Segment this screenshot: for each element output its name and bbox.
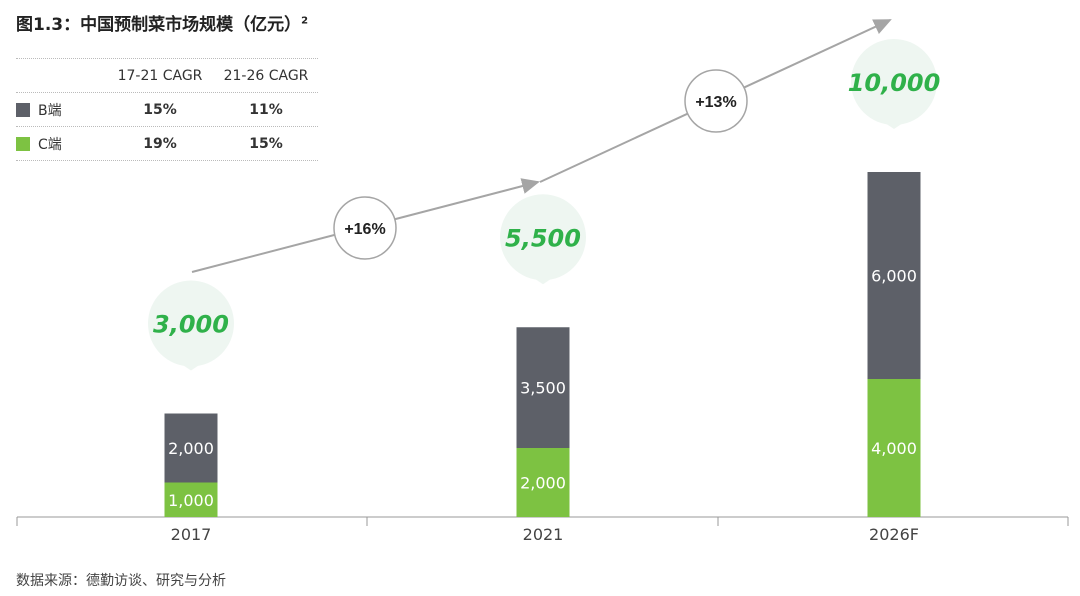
c-cagr-17-21: 19% <box>143 135 177 152</box>
growth-circle <box>684 69 748 133</box>
chart-title: 图1.3：中国预制菜市场规模（亿元）2 <box>16 15 309 35</box>
bar-b-segment <box>516 327 570 448</box>
x-tick-label: 2017 <box>171 525 212 544</box>
bar-c-segment <box>516 448 570 517</box>
legend-header-row: 17-21 CAGR 21-26 CAGR <box>16 58 318 93</box>
x-tick-label: 2026F <box>869 525 919 544</box>
bar-value-label: 2,000 <box>168 439 214 458</box>
total-value-label: 3,000 <box>153 311 229 339</box>
legend-row-b: B端 15% 11% <box>16 93 318 127</box>
bar-c-segment <box>164 482 218 517</box>
total-bubble <box>500 194 586 281</box>
header-17-21: 17-21 CAGR <box>117 67 203 84</box>
total-bubble <box>851 39 937 125</box>
c-swatch <box>16 136 30 151</box>
bar-b-segment <box>164 413 218 483</box>
bar-value-label: 6,000 <box>871 267 917 286</box>
bar-value-label: 3,500 <box>520 379 566 398</box>
growth-circle <box>333 196 397 260</box>
bar-value-label: 2,000 <box>520 474 566 493</box>
legend-row-c: C端 19% 15% <box>16 127 318 161</box>
total-value-label: 5,500 <box>505 224 581 252</box>
bar-value-label: 4,000 <box>871 439 917 458</box>
growth-label: +13% <box>695 94 736 111</box>
growth-label: +16% <box>344 221 385 238</box>
legend-table: 17-21 CAGR 21-26 CAGR B端 15% 11% C端 19% … <box>16 58 318 161</box>
c-cagr-21-26: 15% <box>249 135 283 152</box>
x-tick-label: 2021 <box>523 525 564 544</box>
legend-label-c: C端 <box>38 136 62 153</box>
bar-b-segment <box>867 172 921 379</box>
total-bubble <box>148 280 234 367</box>
b-swatch <box>16 102 30 117</box>
b-cagr-21-26: 11% <box>249 101 283 118</box>
legend-label-b: B端 <box>38 102 62 119</box>
header-21-26: 21-26 CAGR <box>223 67 309 84</box>
b-cagr-17-21: 15% <box>143 101 177 118</box>
bar-c-segment <box>867 379 921 517</box>
source-note: 数据来源：德勤访谈、研究与分析 <box>16 573 226 589</box>
total-value-label: 10,000 <box>848 69 941 97</box>
bar-value-label: 1,000 <box>168 491 214 510</box>
